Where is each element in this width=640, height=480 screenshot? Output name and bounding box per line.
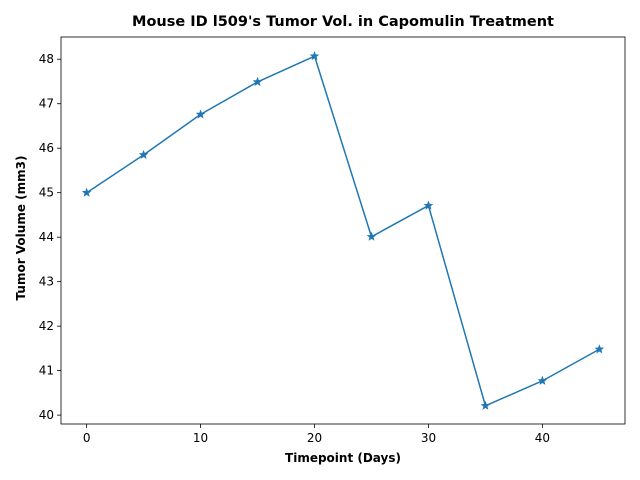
y-tick-label: 48 — [39, 52, 54, 66]
data-point — [537, 375, 548, 385]
y-tick-label: 41 — [39, 364, 54, 378]
x-axis: 0 10 20 30 40 — [83, 424, 550, 445]
y-tick-label: 44 — [39, 230, 54, 244]
data-point — [195, 109, 206, 119]
x-axis-label: Timepoint (Days) — [285, 451, 401, 465]
x-tick-label: 30 — [421, 431, 436, 445]
x-tick-label: 0 — [83, 431, 91, 445]
data-point — [480, 400, 491, 410]
y-tick-label: 47 — [39, 97, 54, 111]
data-point — [423, 200, 434, 210]
data-point — [252, 76, 263, 87]
series-line — [86, 55, 600, 407]
data-point — [309, 51, 320, 61]
chart-title: Mouse ID l509's Tumor Vol. in Capomulin … — [132, 14, 554, 30]
y-axis-label: Tumor Volume (mm3) — [14, 156, 28, 301]
y-tick-label: 46 — [39, 141, 54, 155]
data-point — [81, 187, 92, 197]
data-point — [138, 149, 149, 159]
plot-area — [60, 36, 626, 425]
y-tick-label: 40 — [39, 408, 54, 422]
y-tick-label: 42 — [39, 319, 54, 333]
data-point — [594, 344, 605, 354]
y-tick-label: 43 — [39, 275, 54, 289]
y-axis: 40 41 42 43 44 45 46 47 48 — [39, 52, 61, 422]
x-tick-label: 10 — [193, 431, 208, 445]
plot-frame — [60, 36, 626, 425]
series-layer — [81, 51, 605, 410]
x-tick-label: 20 — [307, 431, 322, 445]
x-tick-label: 40 — [535, 431, 550, 445]
y-tick-label: 45 — [39, 186, 54, 200]
data-point — [366, 231, 377, 241]
